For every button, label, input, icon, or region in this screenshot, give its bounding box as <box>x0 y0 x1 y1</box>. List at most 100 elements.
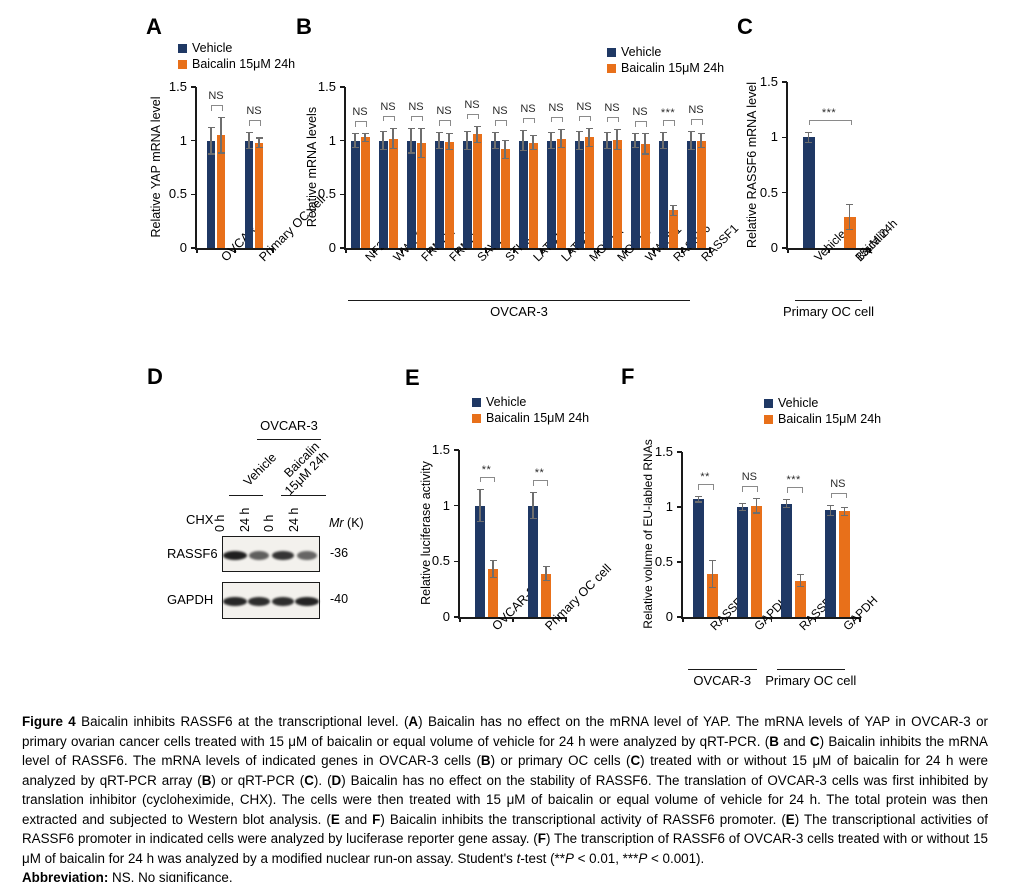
caption-segment: Abbreviation: <box>22 870 113 882</box>
bar <box>736 507 748 617</box>
caption-segment: Figure 4 <box>22 714 82 729</box>
error-cap <box>476 521 484 523</box>
error-bar <box>354 133 356 149</box>
legend-item: Baicalin 15μM 24h <box>607 60 724 76</box>
error-cap <box>501 139 509 141</box>
error-cap <box>245 148 253 150</box>
y-tick <box>339 247 345 249</box>
bar <box>630 140 640 248</box>
group-underline <box>348 300 690 302</box>
y-tick-label: 0 <box>442 609 450 624</box>
error-cap <box>542 580 550 582</box>
x-tick <box>401 248 403 253</box>
y-tick <box>190 140 196 142</box>
x-tick <box>485 248 487 253</box>
caption-segment: P <box>564 850 574 866</box>
caption-segment: P <box>638 850 648 866</box>
sig-bracket <box>523 117 535 124</box>
error-cap <box>613 128 621 131</box>
panel-b-chart: 00.511.5NSNF2NSWWC1NSFRMD1NSFRMD6NSSAV1N… <box>318 79 741 319</box>
error-cap <box>501 157 509 159</box>
bar <box>825 510 837 617</box>
sig-label: NS <box>520 102 536 115</box>
error-cap <box>529 135 537 137</box>
sig-label: NS <box>830 477 846 490</box>
sig-label: NS <box>492 105 508 118</box>
y-tick-label: 1 <box>665 499 673 514</box>
bar <box>696 140 706 248</box>
sig-bracket <box>691 119 703 125</box>
blot-protein-label-rassf6: RASSF6 <box>167 546 218 561</box>
legend-label: Vehicle <box>192 41 233 55</box>
x-tick <box>459 617 461 622</box>
x-tick <box>512 617 514 622</box>
panel-b-label: B <box>296 14 313 39</box>
y-tick-label: 1.5 <box>654 444 673 459</box>
panel-e-ylabel: Relative luciferase activity <box>419 461 433 605</box>
error-cap <box>407 152 415 154</box>
blot-lane-label-2: 24 h <box>238 507 252 532</box>
y-tick <box>453 616 459 618</box>
x-tick <box>815 617 817 622</box>
y-tick-label: 1.5 <box>317 79 336 94</box>
error-cap <box>463 149 471 151</box>
legend-item: Vehicle <box>472 394 589 410</box>
caption-segment: E <box>785 811 795 827</box>
sig-label: NS <box>436 105 452 118</box>
blot-mw-header: Mr (K) <box>329 516 364 530</box>
y-tick <box>453 560 459 562</box>
bar <box>556 138 566 248</box>
y-tick <box>676 451 682 453</box>
error-bar <box>830 504 832 516</box>
error-cap <box>603 132 611 134</box>
caption-segment: B <box>769 733 779 749</box>
bar <box>802 137 815 248</box>
legend-label: Vehicle <box>778 396 819 410</box>
bar <box>668 210 678 248</box>
y-tick <box>676 561 682 563</box>
error-bar <box>258 137 260 149</box>
error-cap <box>389 127 397 129</box>
panel-f-chart: 0 0.5 1 1.5 ** RASSF6 NS GAPDH *** RASSF6 NS GAPDH O… <box>655 444 880 688</box>
error-cap <box>841 514 849 516</box>
error-cap <box>519 129 527 132</box>
caption-segment: C <box>304 772 314 788</box>
error-bar <box>800 574 802 588</box>
error-cap <box>207 126 215 128</box>
x-tick <box>682 617 684 622</box>
x-tick <box>597 248 599 253</box>
bar <box>602 140 612 248</box>
bar <box>528 142 538 248</box>
error-bar <box>532 135 534 151</box>
error-cap <box>783 499 791 501</box>
bar <box>612 139 622 248</box>
bar <box>843 217 856 248</box>
bar <box>490 140 500 248</box>
y-tick <box>781 136 787 138</box>
blot-lane-label-1: 0 h <box>213 514 227 532</box>
error-cap <box>697 146 705 149</box>
sig-label: NS <box>741 471 758 484</box>
x-tick <box>709 248 711 253</box>
bar <box>839 511 851 617</box>
error-bar <box>844 507 846 516</box>
panel-d-label: D <box>147 364 164 389</box>
y-tick <box>676 616 682 618</box>
y-tick-label: 1.5 <box>168 79 187 94</box>
error-cap <box>361 133 369 135</box>
error-cap <box>631 146 639 149</box>
error-cap <box>547 132 555 134</box>
y-tick-label: 1.5 <box>431 442 450 457</box>
legend-label: Vehicle <box>621 45 662 59</box>
error-bar <box>848 203 851 231</box>
error-bar <box>690 131 692 151</box>
panel-c-label: C <box>737 14 754 39</box>
error-bar <box>560 128 562 149</box>
error-cap <box>245 132 253 134</box>
caption-segment: C <box>630 753 641 768</box>
figure-caption: Figure 4 Baicalin inhibits RASSF6 at the… <box>22 712 988 882</box>
error-cap <box>557 128 565 131</box>
error-bar <box>662 132 664 150</box>
bar <box>518 140 528 248</box>
error-bar <box>492 560 494 579</box>
